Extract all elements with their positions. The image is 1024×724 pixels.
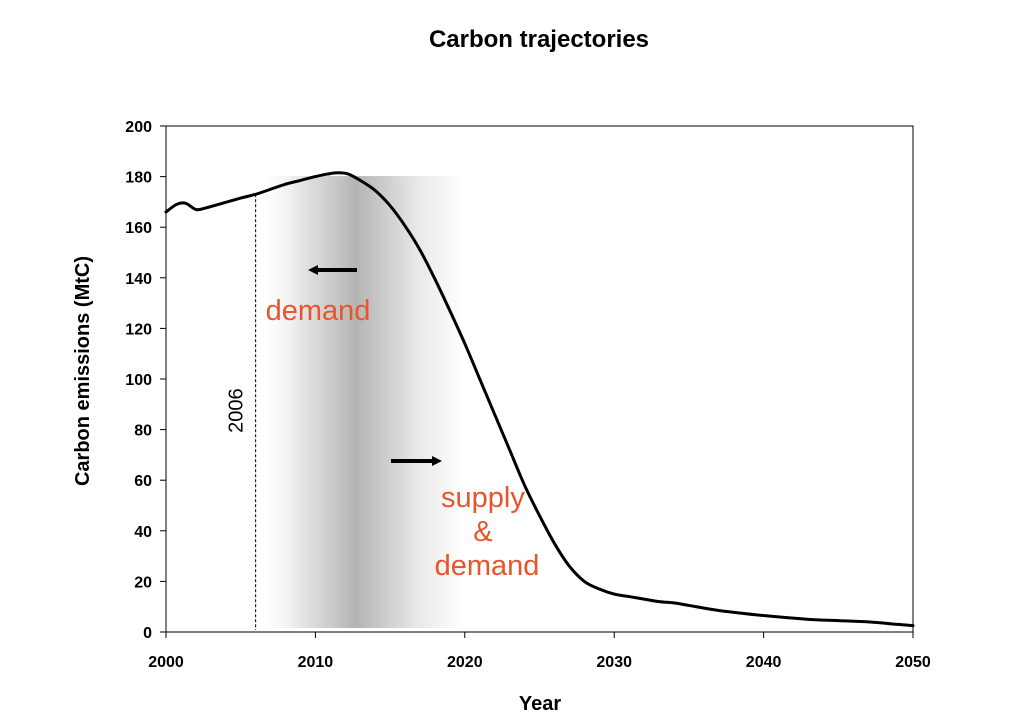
ampersand-annotation-line: & [473, 516, 492, 548]
x-tick-label: 2050 [895, 654, 931, 671]
x-axis-ticks: 2000 2010 2020 2030 2040 2050 [148, 632, 931, 671]
year-2006-marker-label: 2006 [226, 388, 248, 433]
chart-title: Carbon trajectories [429, 26, 649, 53]
y-tick-label: 80 [134, 423, 152, 440]
y-axis-ticks: 0 20 40 60 80 100 120 140 160 180 200 [125, 119, 166, 642]
y-tick-label: 60 [134, 473, 152, 490]
emissions-series-line [164, 171, 915, 628]
y-tick-label: 40 [134, 524, 152, 541]
y-tick-label: 200 [125, 119, 152, 136]
x-tick-label: 2030 [596, 654, 632, 671]
x-tick-label: 2010 [298, 654, 334, 671]
shaded-region [255, 176, 465, 628]
x-tick-label: 2040 [746, 654, 782, 671]
y-tick-label: 180 [125, 170, 152, 187]
y-tick-label: 160 [125, 220, 152, 237]
y-tick-label: 140 [125, 271, 152, 288]
y-tick-label: 120 [125, 321, 152, 338]
demand2-annotation-line: demand [435, 550, 540, 582]
x-axis-title: Year [519, 693, 561, 715]
y-tick-label: 0 [143, 625, 152, 642]
y-axis-title: Carbon emissions (MtC) [72, 256, 94, 486]
y-tick-label: 20 [134, 574, 152, 591]
supply-demand-annotation: supply & demand [435, 482, 540, 582]
x-tick-label: 2000 [148, 654, 184, 671]
y-tick-label: 100 [125, 372, 152, 389]
demand-annotation: demand [266, 295, 371, 327]
supply-annotation-line: supply [441, 482, 525, 514]
x-tick-label: 2020 [447, 654, 483, 671]
